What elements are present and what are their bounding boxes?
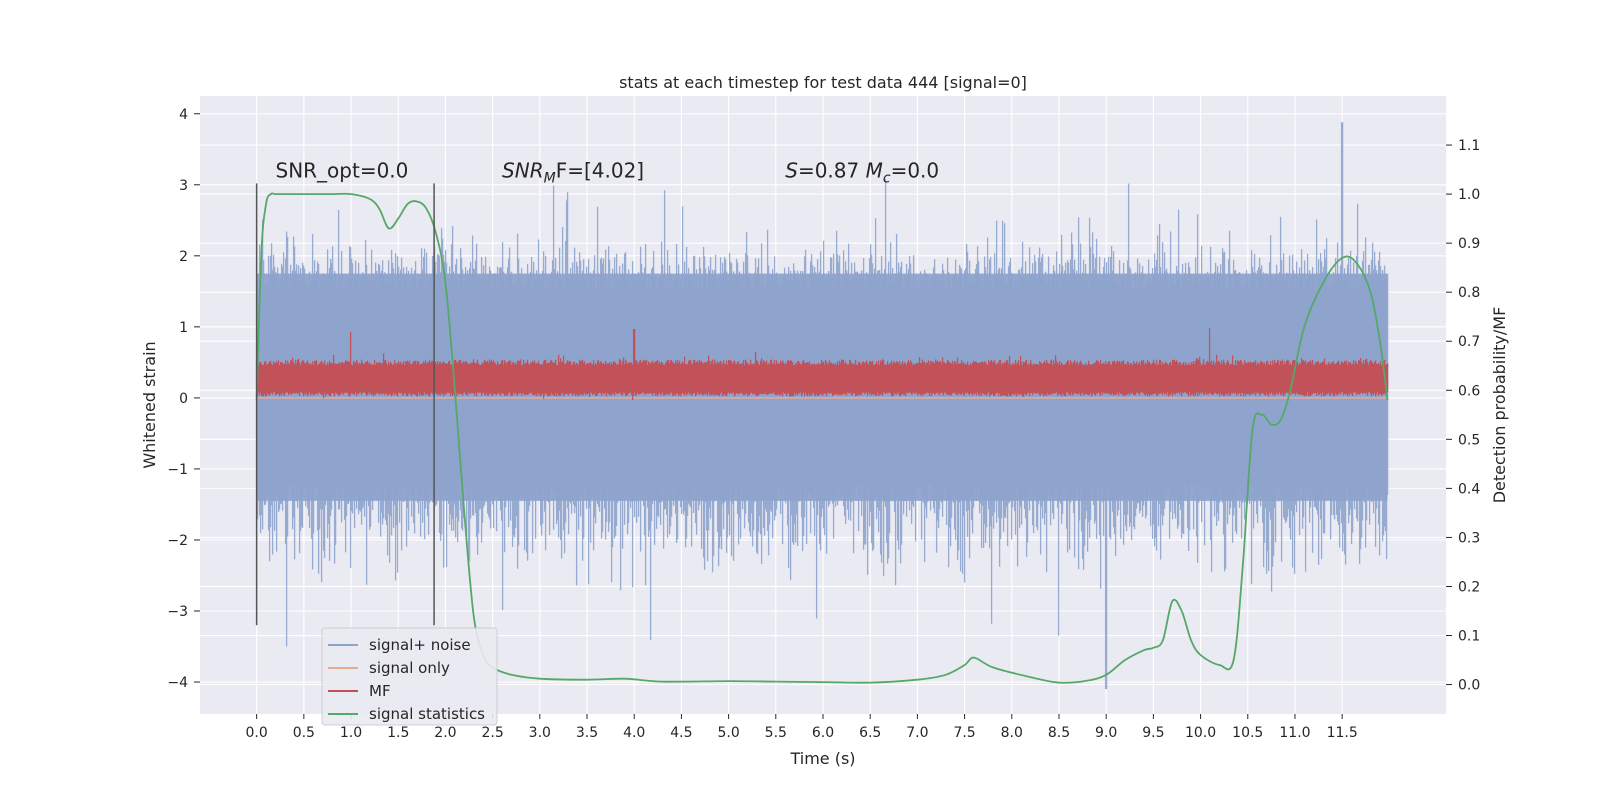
y-tick-label-right: 0.0 <box>1458 678 1480 694</box>
x-tick-label: 5.5 <box>765 725 787 741</box>
x-tick-label: 8.5 <box>1048 725 1070 741</box>
x-tick-label: 0.5 <box>293 725 315 741</box>
y-axis-label-right: Detection probability/MF <box>1490 307 1509 504</box>
annotation-text: SNRMF=[4.02] <box>502 159 644 187</box>
legend-label: signal only <box>369 659 450 677</box>
y-tick-label-right: 0.1 <box>1458 629 1480 645</box>
x-tick-label: 2.0 <box>434 725 456 741</box>
legend-label: MF <box>369 682 391 700</box>
annotation-part: =0.0 <box>891 159 940 183</box>
x-tick-label: 5.0 <box>717 725 739 741</box>
annotation-part: SNR <box>502 159 544 183</box>
legend-label: signal+ noise <box>369 636 471 654</box>
x-tick-label: 11.5 <box>1327 725 1358 741</box>
axes-layer: 0.0 0.5 1.0 1.5 2.0 2.5 3.0 3.5 4.0 4.5 5.0 5.5 6.0 6… <box>167 107 1480 741</box>
y-tick-label-right: 0.8 <box>1458 285 1480 301</box>
y-tick-label: 4 <box>179 107 188 123</box>
x-tick-label: 8.0 <box>1001 725 1023 741</box>
y-tick-label-right: 0.3 <box>1458 530 1480 546</box>
y-tick-label: 0 <box>179 391 188 407</box>
x-tick-label: 9.0 <box>1095 725 1117 741</box>
annotation-text: SNR_opt=0.0 <box>276 159 409 183</box>
y-tick-label-right: 0.2 <box>1458 579 1480 595</box>
legend: signal+ noise signal only MF signal statist… <box>321 627 498 726</box>
annotation-layer: SNR_opt=0.0 SNRMF=[4.02] S=0.87 Mc=0.0 <box>255 159 939 626</box>
annotation-part: F=[4.02] <box>556 159 644 183</box>
x-tick-label: 1.0 <box>340 725 362 741</box>
y-tick-label: −1 <box>167 462 188 478</box>
y-tick-label-right: 0.9 <box>1458 236 1480 252</box>
legend-label: signal statistics <box>369 705 485 723</box>
y-tick-label-right: 1.1 <box>1458 138 1480 154</box>
annotation-part: M <box>866 159 883 183</box>
x-tick-label: 4.5 <box>670 725 692 741</box>
y-tick-label: −2 <box>167 533 188 549</box>
y-tick-label-right: 0.4 <box>1458 481 1480 497</box>
y-tick-label: 1 <box>179 320 188 336</box>
y-tick-label-right: 1.0 <box>1458 187 1480 203</box>
x-tick-label: 6.0 <box>812 725 834 741</box>
x-tick-label: 1.5 <box>387 725 409 741</box>
x-tick-label: 10.5 <box>1232 725 1263 741</box>
x-tick-label: 7.5 <box>953 725 975 741</box>
annotation-subscript: c <box>883 171 891 187</box>
annotation-part: =0.87 <box>798 159 866 183</box>
x-tick-label: 2.5 <box>481 725 503 741</box>
x-tick-label: 3.5 <box>576 725 598 741</box>
x-tick-label: 0.0 <box>246 725 268 741</box>
y-tick-label-right: 0.7 <box>1458 334 1480 350</box>
y-axis-label: Whitened strain <box>140 341 159 468</box>
chart-title: stats at each timestep for test data 444… <box>619 73 1027 92</box>
legend-box <box>321 627 498 726</box>
series-layer <box>255 122 1389 690</box>
x-axis-label: Time (s) <box>789 749 855 768</box>
y-tick-label-right: 0.5 <box>1458 432 1480 448</box>
y-tick-label: −3 <box>167 604 188 620</box>
annotation-subscript: M <box>544 171 556 187</box>
x-tick-label: 4.0 <box>623 725 645 741</box>
x-tick-label: 11.0 <box>1279 725 1310 741</box>
series-signal-statistics-line <box>255 192 1389 684</box>
x-tick-label: 9.5 <box>1142 725 1164 741</box>
y-tick-label: −4 <box>167 675 188 691</box>
y-tick-label-right: 0.6 <box>1458 383 1480 399</box>
x-tick-label: 10.0 <box>1185 725 1216 741</box>
annotation-text: S=0.87 Mc=0.0 <box>785 159 939 187</box>
y-tick-label: 3 <box>179 178 188 194</box>
x-tick-label: 6.5 <box>859 725 881 741</box>
x-tick-label: 7.0 <box>906 725 928 741</box>
y-tick-label: 2 <box>179 249 188 265</box>
x-tick-label: 3.0 <box>529 725 551 741</box>
annotation-part: S <box>785 159 798 183</box>
